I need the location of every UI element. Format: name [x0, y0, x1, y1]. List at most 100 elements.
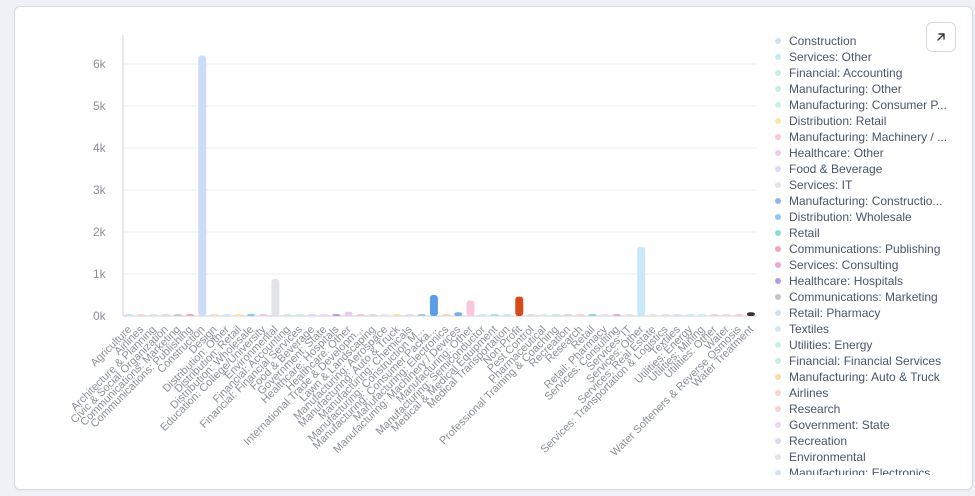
legend-swatch	[775, 374, 781, 380]
bar	[259, 314, 268, 316]
bar	[234, 314, 243, 316]
bar	[295, 314, 304, 316]
legend-item[interactable]: Distribution: Retail	[775, 113, 955, 129]
legend-label: Financial: Financial Services	[789, 354, 942, 368]
bar	[624, 314, 633, 316]
bar	[515, 296, 524, 316]
legend-item[interactable]: Airlines	[775, 385, 955, 401]
chart-legend: Construction Services: Other Financial: Ac…	[775, 33, 955, 475]
bar	[746, 312, 755, 316]
legend-item[interactable]: Retail: Pharmacy	[775, 305, 955, 321]
legend-item[interactable]: Communications: Marketing	[775, 289, 955, 305]
bar	[429, 295, 438, 316]
bar	[612, 314, 621, 316]
legend-item[interactable]: Manufacturing: Consumer P...	[775, 97, 955, 113]
legend-swatch	[775, 86, 781, 92]
legend-item[interactable]: Manufacturing: Electronics	[775, 465, 955, 475]
legend-item[interactable]: Textiles	[775, 321, 955, 337]
legend-item[interactable]: Retail	[775, 225, 955, 241]
legend-item[interactable]: Government: State	[775, 417, 955, 433]
legend-swatch	[775, 422, 781, 428]
bar	[722, 314, 731, 316]
legend-swatch	[775, 38, 781, 44]
legend-item[interactable]: Construction	[775, 33, 955, 49]
legend-item[interactable]: Manufacturing: Auto & Truck	[775, 369, 955, 385]
bar	[442, 314, 451, 316]
legend-swatch	[775, 198, 781, 204]
legend-label: Utilities: Energy	[789, 338, 873, 352]
legend-label: Government: State	[789, 418, 890, 432]
legend-item[interactable]: Communications: Publishing	[775, 241, 955, 257]
bar	[405, 314, 414, 316]
bar	[576, 314, 585, 316]
bar	[734, 314, 743, 316]
y-tick-label: 2k	[93, 225, 107, 239]
y-tick-label: 5k	[93, 99, 107, 113]
legend-item[interactable]: Services: IT	[775, 177, 955, 193]
bar	[600, 314, 609, 316]
expand-arrow-icon	[937, 33, 945, 41]
legend-label: Services: Other	[789, 50, 872, 64]
bar-chart: 0k1k2k3k4k5k6kAgricultureAirlinesArchite…	[68, 35, 757, 459]
bar	[527, 314, 536, 316]
legend-swatch	[775, 406, 781, 412]
legend-label: Financial: Accounting	[789, 66, 903, 80]
bar	[551, 314, 560, 316]
legend-swatch	[775, 310, 781, 316]
legend-item[interactable]: Recreation	[775, 433, 955, 449]
legend-swatch	[775, 470, 781, 475]
bar	[454, 312, 463, 316]
bar	[332, 314, 341, 316]
bar	[478, 314, 487, 316]
legend-label: Airlines	[789, 386, 829, 400]
legend-label: Communications: Marketing	[789, 290, 938, 304]
bar	[417, 314, 426, 316]
bar	[161, 314, 170, 316]
legend-swatch	[775, 278, 781, 284]
bar	[173, 314, 182, 316]
bar	[588, 314, 597, 316]
legend-swatch	[775, 326, 781, 332]
legend-swatch	[775, 150, 781, 156]
bar	[393, 314, 402, 316]
legend-item[interactable]: Services: Other	[775, 49, 955, 65]
legend-label: Food & Beverage	[789, 162, 883, 176]
bar	[222, 314, 231, 316]
bar	[381, 314, 390, 316]
bar	[271, 279, 280, 316]
legend-item[interactable]: Food & Beverage	[775, 161, 955, 177]
legend-item[interactable]: Financial: Financial Services	[775, 353, 955, 369]
legend-label: Services: IT	[789, 178, 853, 192]
legend-label: Manufacturing: Auto & Truck	[789, 370, 940, 384]
legend-item[interactable]: Research	[775, 401, 955, 417]
bar	[685, 314, 694, 316]
legend-item[interactable]: Manufacturing: Other	[775, 81, 955, 97]
legend-swatch	[775, 262, 781, 268]
bar	[368, 314, 377, 316]
legend-label: Communications: Publishing	[789, 242, 941, 256]
legend-item[interactable]: Environmental	[775, 449, 955, 465]
legend-label: Textiles	[789, 322, 830, 336]
bar	[539, 314, 548, 316]
bar	[637, 246, 646, 316]
legend-item[interactable]: Services: Consulting	[775, 257, 955, 273]
bar	[283, 314, 292, 316]
y-tick-label: 1k	[93, 267, 107, 281]
bar	[649, 314, 658, 316]
legend-label: Healthcare: Hospitals	[789, 274, 904, 288]
bar	[661, 314, 670, 316]
legend-label: Distribution: Wholesale	[789, 210, 912, 224]
expand-button[interactable]	[926, 22, 956, 52]
bar	[698, 314, 707, 316]
legend-swatch	[775, 230, 781, 236]
legend-item[interactable]: Distribution: Wholesale	[775, 209, 955, 225]
chart-card: 0k 1k 2k 3k 4k 5k 6k Agriculture Airlines Archite…	[14, 6, 973, 490]
legend-item[interactable]: Healthcare: Hospitals	[775, 273, 955, 289]
legend-item[interactable]: Healthcare: Other	[775, 145, 955, 161]
legend-label: Environmental	[789, 450, 866, 464]
legend-item[interactable]: Manufacturing: Constructio...	[775, 193, 955, 209]
legend-label: Retail	[789, 226, 820, 240]
legend-item[interactable]: Utilities: Energy	[775, 337, 955, 353]
legend-item[interactable]: Financial: Accounting	[775, 65, 955, 81]
legend-item[interactable]: Manufacturing: Machinery / ...	[775, 129, 955, 145]
